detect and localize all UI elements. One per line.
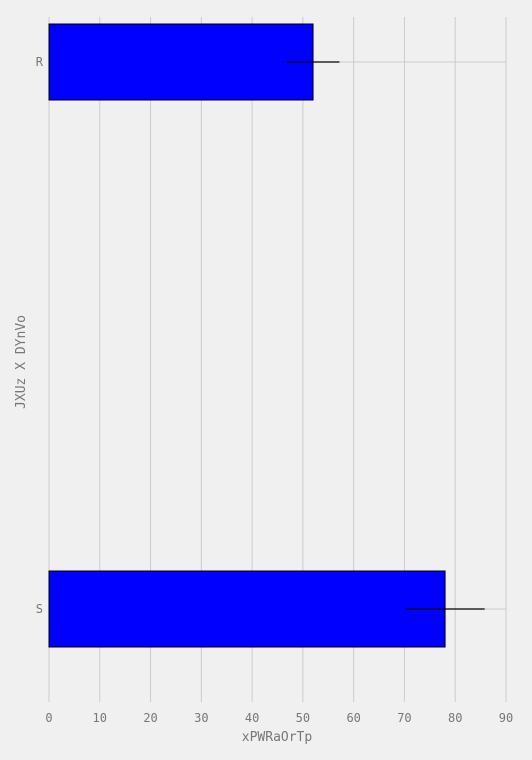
x-tick-label: 60 (346, 711, 360, 725)
error-bars (286, 61, 485, 610)
x-tick-label: 50 (296, 711, 310, 725)
bar-R (48, 23, 314, 101)
x-tick-label: 10 (93, 711, 107, 725)
x-tick-label: 80 (448, 711, 462, 725)
bars (48, 23, 446, 648)
y-axis-title: JXUz X DYnVo (14, 315, 29, 409)
x-axis-title: xPWRaOrTp (242, 730, 313, 745)
x-tick-label: 70 (397, 711, 411, 725)
x-tick-label: 20 (143, 711, 157, 725)
x-tick-label: 40 (245, 711, 259, 725)
x-tick-label: 30 (194, 711, 208, 725)
bar-S (48, 570, 446, 648)
x-tick-label: 90 (499, 711, 513, 725)
x-tick-label: 0 (45, 711, 52, 725)
tick-labels: 0 10 20 30 40 50 60 70 80 90 R S (36, 55, 513, 725)
y-tick-label: S (36, 602, 43, 616)
y-tick-label: R (36, 55, 44, 69)
